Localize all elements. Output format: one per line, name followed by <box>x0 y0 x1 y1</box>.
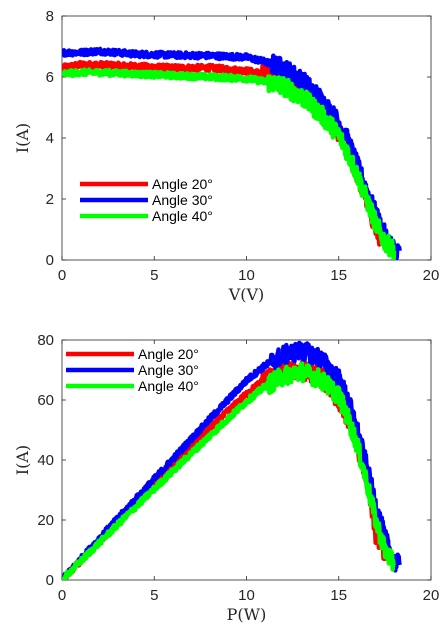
x-tick-label: 5 <box>150 587 158 604</box>
legend-label: Angle 40° <box>138 378 199 394</box>
x-tick-label: 20 <box>423 267 440 284</box>
y-tick-label: 20 <box>37 512 54 529</box>
y-axis-label: I(A) <box>13 123 32 153</box>
legend-label: Angle 40° <box>152 208 213 224</box>
legend-label: Angle 30° <box>152 192 213 208</box>
y-tick-label: 0 <box>46 252 54 269</box>
iv-chart: 0 5 10 15 20 0 2 4 6 8 V(V) I(A) Angle 20°Angle 30°A… <box>13 8 439 304</box>
legend-label: Angle 30° <box>138 362 199 378</box>
x-tick-label: 20 <box>423 587 440 604</box>
y-tick-label: 40 <box>37 452 54 469</box>
x-axis-label: P(W) <box>227 605 267 624</box>
x-tick-label: 10 <box>238 267 255 284</box>
x-axis-label: V(V) <box>228 285 265 304</box>
y-tick-label: 2 <box>46 191 54 208</box>
y-tick-label: 4 <box>46 130 54 147</box>
y-tick-label: 8 <box>46 8 54 25</box>
x-tick-label: 5 <box>150 267 158 284</box>
y-tick-label: 60 <box>37 392 54 409</box>
y-axis-label: I(A) <box>13 445 32 475</box>
legend-label: Angle 20° <box>152 176 213 192</box>
y-tick-label: 80 <box>37 332 54 349</box>
x-tick-label: 0 <box>58 587 66 604</box>
x-tick-label: 15 <box>330 267 347 284</box>
x-tick-label: 0 <box>58 267 66 284</box>
y-tick-label: 0 <box>46 572 54 589</box>
x-tick-label: 15 <box>330 587 347 604</box>
legend-label: Angle 20° <box>138 346 199 362</box>
x-tick-label: 10 <box>238 587 255 604</box>
y-tick-label: 6 <box>46 69 54 86</box>
series-line <box>62 340 402 580</box>
series-line <box>62 361 396 580</box>
series-line <box>62 67 397 260</box>
